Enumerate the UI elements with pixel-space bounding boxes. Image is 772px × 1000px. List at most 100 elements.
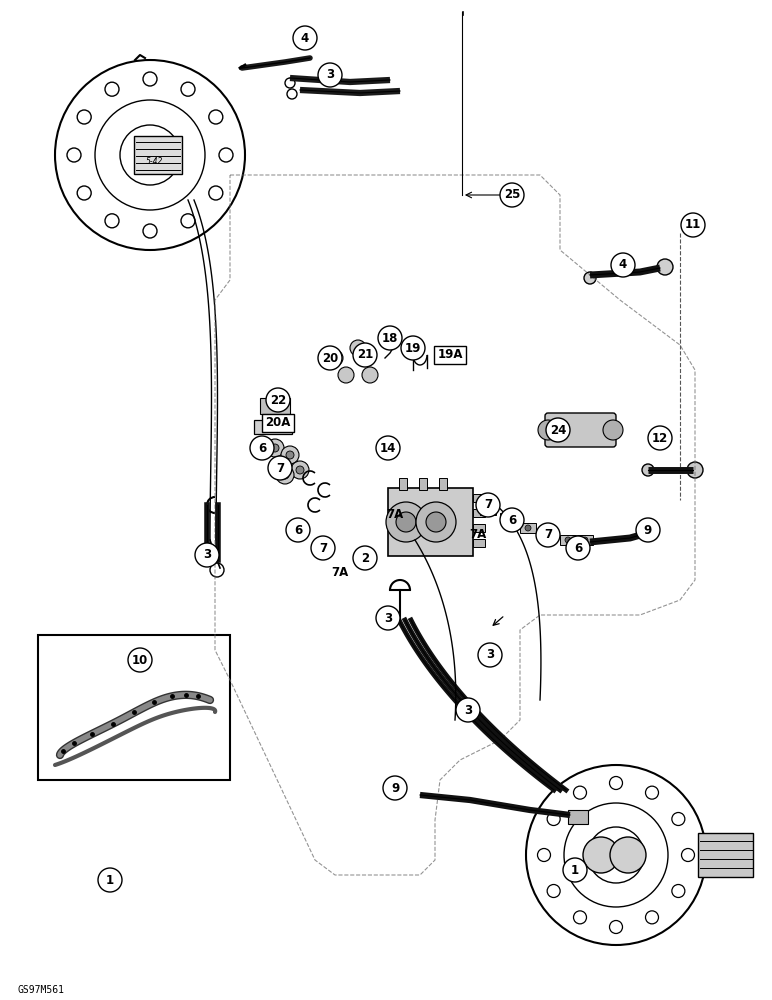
Bar (473, 539, 485, 547)
Circle shape (293, 26, 317, 50)
Bar (473, 494, 485, 502)
Circle shape (636, 518, 660, 542)
Text: 25: 25 (504, 188, 520, 202)
Circle shape (383, 776, 407, 800)
Circle shape (195, 543, 219, 567)
Circle shape (563, 858, 587, 882)
Text: 7: 7 (319, 542, 327, 554)
Bar (388, 488, 473, 556)
Text: 11: 11 (685, 219, 701, 232)
Circle shape (266, 388, 290, 412)
Circle shape (281, 446, 299, 464)
Circle shape (276, 466, 294, 484)
Bar (500, 513, 516, 523)
Text: 18: 18 (382, 332, 398, 344)
Text: 7: 7 (276, 462, 284, 475)
FancyBboxPatch shape (545, 413, 616, 447)
Text: 4: 4 (301, 31, 309, 44)
Circle shape (545, 529, 551, 535)
Circle shape (657, 259, 673, 275)
Text: 20A: 20A (266, 416, 291, 430)
Text: 1: 1 (571, 863, 579, 876)
Bar (38, 635, 230, 780)
Circle shape (338, 367, 354, 383)
Circle shape (584, 272, 596, 284)
Circle shape (426, 512, 446, 532)
Bar (399, 478, 407, 490)
Text: 5-42: 5-42 (147, 156, 164, 165)
Circle shape (378, 326, 402, 350)
Bar (419, 478, 427, 490)
Text: 12: 12 (652, 432, 668, 444)
Circle shape (500, 508, 524, 532)
Circle shape (353, 343, 377, 367)
Text: 14: 14 (380, 442, 396, 454)
Circle shape (566, 536, 590, 560)
Bar (568, 810, 588, 824)
Circle shape (286, 451, 294, 459)
Bar (134, 136, 182, 174)
Bar (540, 527, 556, 537)
Circle shape (350, 340, 366, 356)
Circle shape (250, 436, 274, 460)
Text: 6: 6 (258, 442, 266, 454)
Circle shape (296, 466, 304, 474)
Circle shape (500, 183, 524, 207)
Circle shape (583, 837, 619, 873)
Circle shape (268, 456, 292, 480)
Bar (520, 523, 536, 533)
Circle shape (376, 606, 400, 630)
Text: 9: 9 (644, 524, 652, 536)
Circle shape (681, 213, 705, 237)
Bar (560, 535, 576, 545)
Text: 7A: 7A (386, 508, 404, 522)
Text: 7A: 7A (469, 528, 486, 542)
Text: 4: 4 (619, 258, 627, 271)
Circle shape (291, 461, 309, 479)
Text: 9: 9 (391, 782, 399, 794)
Circle shape (362, 367, 378, 383)
Text: 2: 2 (361, 552, 369, 564)
Text: 7: 7 (484, 498, 492, 512)
Circle shape (327, 350, 343, 366)
Circle shape (536, 523, 560, 547)
Text: 10: 10 (132, 654, 148, 666)
Circle shape (565, 537, 571, 543)
Circle shape (318, 346, 342, 370)
Circle shape (286, 518, 310, 542)
Circle shape (281, 471, 289, 479)
Bar (577, 535, 593, 545)
Text: 3: 3 (326, 68, 334, 82)
Circle shape (478, 643, 502, 667)
Circle shape (401, 336, 425, 360)
Circle shape (386, 502, 426, 542)
Circle shape (416, 502, 456, 542)
Circle shape (546, 418, 570, 442)
Text: 20: 20 (322, 352, 338, 364)
Bar (260, 398, 290, 414)
Text: 7A: 7A (331, 566, 349, 578)
Circle shape (642, 464, 654, 476)
Text: 3: 3 (464, 704, 472, 716)
Text: 19: 19 (405, 342, 422, 355)
Bar (473, 509, 485, 517)
Circle shape (311, 536, 335, 560)
Bar (439, 478, 447, 490)
Circle shape (505, 515, 511, 521)
Text: 3: 3 (486, 648, 494, 662)
Circle shape (687, 462, 703, 478)
Text: 6: 6 (574, 542, 582, 554)
Circle shape (396, 512, 416, 532)
Circle shape (485, 507, 491, 513)
Text: 1: 1 (106, 874, 114, 886)
Text: 6: 6 (508, 514, 516, 526)
Circle shape (456, 698, 480, 722)
Text: 6: 6 (294, 524, 302, 536)
Circle shape (266, 439, 284, 457)
Text: 3: 3 (203, 548, 211, 562)
Bar (480, 505, 496, 515)
Circle shape (648, 426, 672, 450)
Circle shape (538, 420, 558, 440)
Circle shape (98, 868, 122, 892)
Circle shape (476, 493, 500, 517)
